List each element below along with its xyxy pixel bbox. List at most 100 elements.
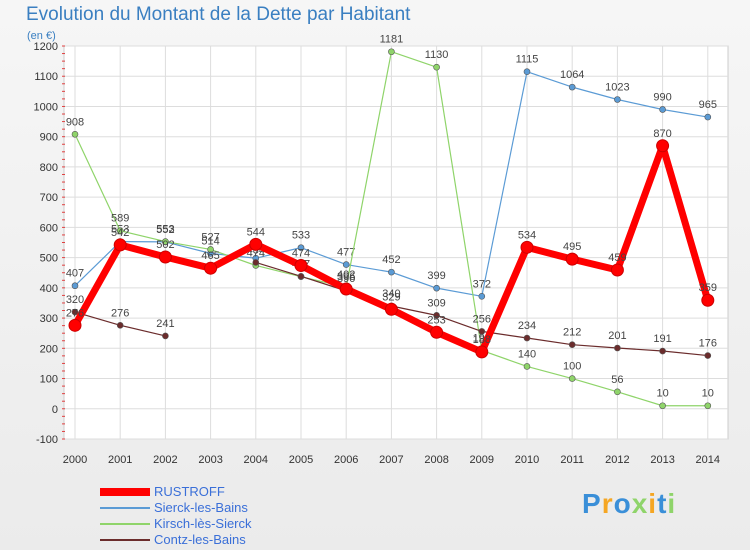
data-point xyxy=(475,345,489,359)
data-label: 140 xyxy=(518,348,536,360)
data-point xyxy=(478,328,486,335)
legend-label: RUSTROFF xyxy=(154,484,225,499)
x-tick-label: 2006 xyxy=(334,454,358,466)
data-label: 56 xyxy=(611,374,623,386)
x-tick-label: 2004 xyxy=(244,454,268,466)
data-label: 1064 xyxy=(560,69,584,81)
data-point xyxy=(433,284,440,292)
y-tick-label: -100 xyxy=(36,434,58,446)
legend-label: Kirsch-lès-Sierck xyxy=(154,516,252,531)
data-point xyxy=(523,68,531,75)
data-label: 100 xyxy=(563,361,581,373)
data-point xyxy=(116,227,124,235)
data-label: 10 xyxy=(656,388,668,400)
y-tick-label: 200 xyxy=(40,343,58,355)
data-label: 1115 xyxy=(516,54,539,66)
legend-swatch xyxy=(100,539,150,541)
data-point xyxy=(614,96,621,103)
data-label: 477 xyxy=(337,247,355,259)
data-label: 212 xyxy=(563,327,581,339)
data-point xyxy=(659,106,666,113)
data-point xyxy=(71,308,79,316)
data-point xyxy=(523,363,531,370)
data-point xyxy=(523,334,531,342)
data-point xyxy=(294,258,308,272)
x-tick-label: 2007 xyxy=(379,454,403,466)
data-label: 399 xyxy=(427,270,445,282)
x-tick-label: 2002 xyxy=(153,454,177,466)
x-tick-label: 2009 xyxy=(470,454,494,466)
data-point xyxy=(430,325,444,339)
y-tick-label: 800 xyxy=(40,162,58,174)
logo-letter: i xyxy=(648,488,658,519)
data-point xyxy=(342,261,350,268)
data-point xyxy=(207,246,214,253)
data-label: 527 xyxy=(201,231,219,243)
chart-unit: (en €) xyxy=(27,30,56,42)
data-point xyxy=(565,252,579,266)
data-label: 402 xyxy=(337,269,355,281)
data-point xyxy=(249,237,263,251)
y-tick-label: 700 xyxy=(40,192,58,204)
data-label: 176 xyxy=(699,338,717,350)
data-label: 407 xyxy=(66,268,84,280)
data-label: 965 xyxy=(699,99,717,111)
legend-swatch xyxy=(100,488,150,496)
data-label: 1023 xyxy=(605,82,629,94)
logo-letter: P xyxy=(582,488,602,519)
data-point xyxy=(252,259,260,266)
legend-item: RUSTROFF xyxy=(100,484,400,500)
data-label: 544 xyxy=(247,226,265,238)
data-label: 533 xyxy=(292,230,310,242)
data-point xyxy=(297,244,305,251)
logo-letter: x xyxy=(631,488,649,519)
data-label: 534 xyxy=(518,229,536,241)
data-point xyxy=(71,282,79,290)
data-point xyxy=(568,83,576,91)
logo-letter: o xyxy=(613,488,632,519)
y-tick-label: 400 xyxy=(40,283,58,295)
data-label: 256 xyxy=(473,313,491,325)
data-label: 502 xyxy=(156,239,174,251)
data-point xyxy=(158,250,172,264)
legend-item: Contz-les-Bains xyxy=(100,532,400,548)
data-label: 276 xyxy=(66,307,84,319)
data-label: 309 xyxy=(427,297,445,309)
data-point xyxy=(659,402,666,410)
data-point xyxy=(162,332,169,340)
chart-title: Evolution du Montant de la Dette par Hab… xyxy=(26,4,411,25)
x-tick-label: 2013 xyxy=(650,454,674,466)
data-label: 552 xyxy=(156,224,174,236)
x-tick-label: 2014 xyxy=(696,454,720,466)
data-point xyxy=(204,261,218,275)
data-label: 1130 xyxy=(425,49,449,61)
logo-letter: t xyxy=(657,488,668,519)
data-point xyxy=(704,402,712,410)
data-point xyxy=(433,63,440,71)
data-point xyxy=(656,139,670,153)
y-tick-label: 300 xyxy=(40,313,58,325)
data-label: 201 xyxy=(608,330,626,342)
legend-item: Sierck-les-Bains xyxy=(100,500,400,516)
data-label: 329 xyxy=(382,291,400,303)
data-point xyxy=(704,113,712,121)
data-label: 908 xyxy=(66,116,84,128)
data-label: 459 xyxy=(608,252,626,264)
x-tick-label: 2011 xyxy=(560,454,584,466)
data-label: 241 xyxy=(156,318,174,330)
data-point xyxy=(568,341,576,348)
data-label: 253 xyxy=(427,314,445,326)
data-point xyxy=(68,318,82,332)
data-label: 396 xyxy=(337,271,355,283)
data-point xyxy=(113,238,127,252)
y-tick-label: 1100 xyxy=(34,71,58,83)
data-label: 1181 xyxy=(380,34,404,46)
data-point xyxy=(568,375,576,382)
data-label: 320 xyxy=(66,294,84,306)
data-label: 372 xyxy=(473,278,491,290)
legend-swatch xyxy=(100,523,150,525)
x-tick-label: 2008 xyxy=(424,454,448,466)
x-tick-label: 2012 xyxy=(605,454,629,466)
